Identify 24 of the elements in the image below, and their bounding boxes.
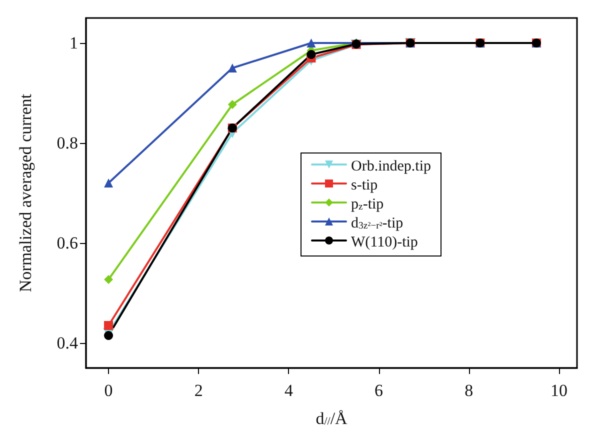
x-tick-label: 2 — [194, 381, 203, 400]
y-tick-label: 1 — [70, 34, 78, 52]
y-tick-label: 0.6 — [56, 234, 78, 252]
point — [104, 178, 114, 188]
x-tick-label: 4 — [284, 381, 294, 400]
legend-label: d3z²−r²-tip — [351, 216, 404, 232]
point — [104, 275, 114, 284]
legend-label: Orb.indep.tip — [351, 158, 432, 174]
legend-label: pz-tip — [351, 196, 384, 212]
x-tick-label: 8 — [464, 381, 474, 400]
x-tick-label: 0 — [104, 381, 113, 400]
x-axis-title: d///Å — [316, 409, 348, 428]
y-tick-label: 0.8 — [56, 134, 78, 152]
y-tick-label: 0.4 — [56, 334, 78, 352]
point — [228, 100, 237, 109]
x-tick-label: 10 — [550, 381, 568, 400]
legend-label: s-tip — [351, 178, 378, 194]
point — [306, 38, 316, 48]
point — [104, 331, 114, 340]
legend-label: W(110)-tip — [351, 234, 418, 250]
point — [306, 50, 316, 59]
y-axis-title: Normalized averaged current — [16, 94, 35, 292]
point — [104, 321, 114, 330]
x-tick-label: 6 — [374, 381, 384, 400]
